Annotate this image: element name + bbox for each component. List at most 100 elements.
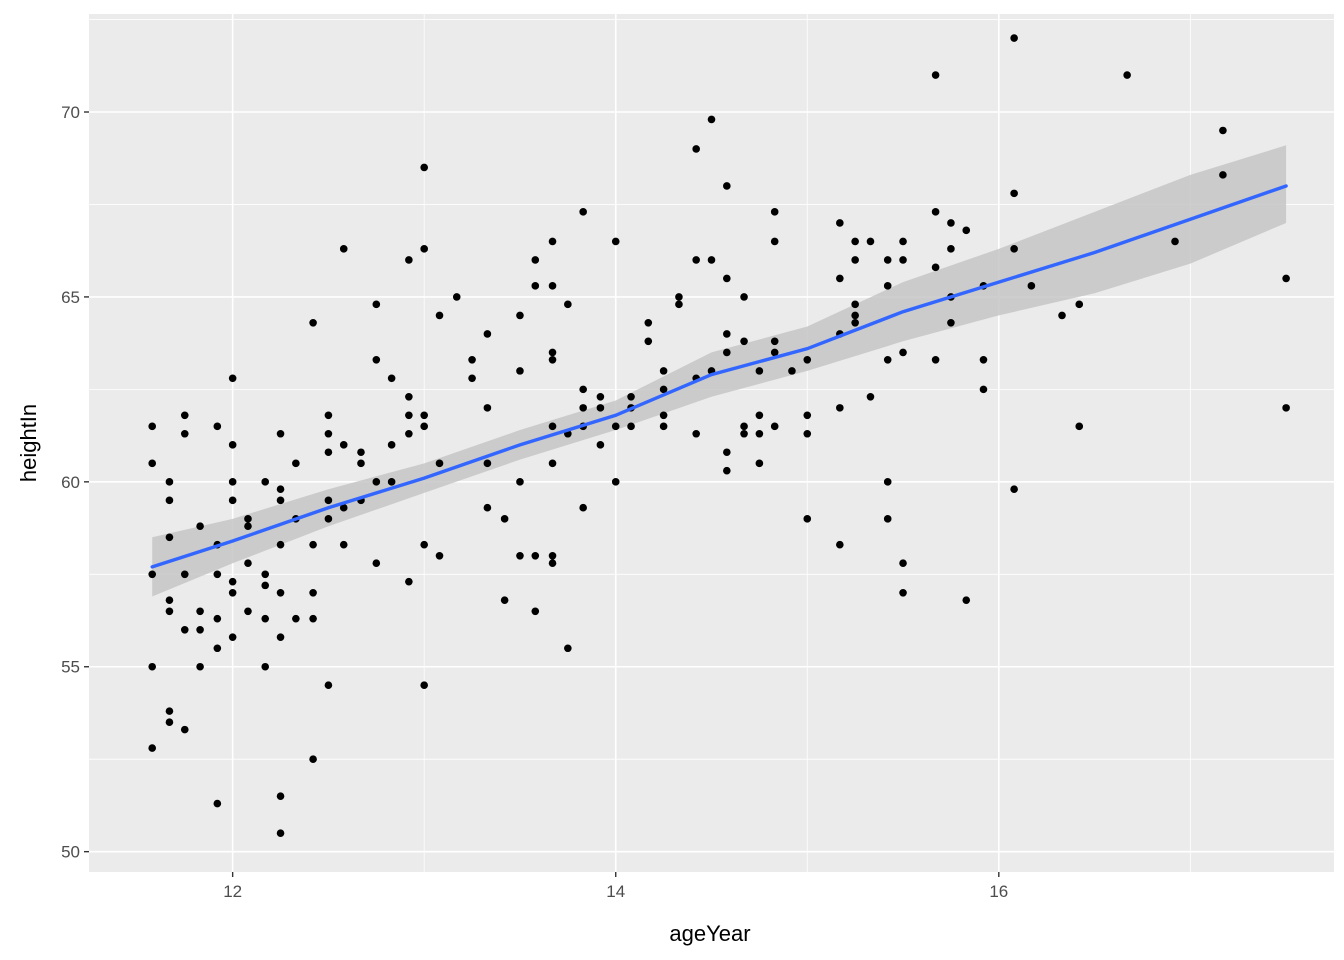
data-point — [755, 367, 764, 375]
data-point — [707, 256, 716, 264]
data-point — [947, 245, 955, 253]
data-point — [723, 330, 731, 338]
data-point — [803, 355, 812, 364]
data-point — [740, 422, 748, 431]
data-point — [947, 219, 955, 227]
data-point — [548, 237, 557, 246]
data-point — [324, 411, 333, 420]
data-point — [452, 293, 461, 301]
data-point — [165, 718, 174, 727]
data-point — [1282, 404, 1290, 412]
data-point — [468, 374, 476, 383]
data-point — [165, 707, 174, 715]
data-point — [309, 614, 317, 623]
data-point — [405, 256, 413, 264]
x-tick-label: 14 — [606, 882, 625, 901]
data-point — [979, 355, 988, 364]
data-point — [596, 441, 605, 449]
data-point — [213, 614, 222, 623]
data-point — [261, 614, 270, 623]
data-point — [516, 311, 524, 320]
data-point — [723, 274, 731, 283]
data-point — [244, 522, 252, 531]
data-point — [692, 256, 700, 264]
x-tick-label: 16 — [989, 882, 1008, 901]
data-point — [627, 392, 635, 401]
data-point — [435, 459, 444, 468]
data-point — [180, 570, 189, 579]
data-point — [148, 744, 157, 752]
data-point — [836, 274, 844, 283]
data-point — [483, 503, 492, 512]
data-point — [659, 385, 668, 394]
data-point — [420, 422, 428, 431]
data-point — [962, 226, 971, 235]
data-point — [196, 607, 204, 616]
data-point — [1171, 237, 1179, 246]
data-point — [755, 411, 764, 420]
data-point — [483, 404, 492, 412]
data-point — [213, 570, 222, 579]
data-point — [596, 392, 605, 401]
data-point — [548, 355, 557, 364]
data-point — [675, 293, 683, 301]
data-point — [899, 348, 907, 357]
data-point — [148, 570, 157, 579]
data-point — [516, 478, 524, 486]
data-point — [707, 115, 716, 124]
data-point — [788, 367, 796, 375]
data-point — [1010, 34, 1018, 42]
data-point — [180, 429, 189, 438]
data-point — [770, 337, 779, 346]
data-point — [420, 681, 428, 690]
data-point — [1075, 422, 1084, 431]
data-point — [611, 422, 620, 431]
data-point — [740, 293, 748, 301]
data-point — [372, 355, 381, 364]
y-tick-label: 60 — [61, 473, 80, 492]
data-point — [836, 404, 844, 412]
data-point — [740, 429, 748, 438]
data-point — [692, 145, 700, 153]
data-point — [531, 551, 540, 560]
data-point — [228, 374, 237, 383]
data-point — [276, 829, 285, 837]
data-point — [770, 208, 779, 216]
data-point — [1010, 485, 1018, 494]
data-point — [770, 422, 779, 431]
data-point — [899, 237, 907, 246]
data-point — [1010, 245, 1018, 253]
data-point — [339, 245, 348, 253]
data-point — [723, 466, 731, 475]
data-point — [596, 404, 605, 412]
data-point — [659, 367, 668, 375]
data-point — [468, 355, 476, 364]
y-tick-label: 70 — [61, 103, 80, 122]
data-point — [324, 429, 333, 438]
data-point — [435, 551, 444, 560]
data-point — [309, 755, 317, 764]
data-point — [165, 596, 174, 604]
scatter-points — [148, 34, 1290, 837]
data-point — [276, 485, 285, 494]
data-point — [659, 411, 668, 420]
data-point — [866, 392, 875, 401]
data-point — [292, 614, 300, 623]
data-point — [276, 496, 285, 505]
data-point — [309, 588, 317, 597]
data-point — [627, 422, 635, 431]
data-point — [276, 429, 285, 438]
data-point — [244, 515, 252, 523]
data-point — [564, 644, 572, 653]
y-tick-label: 50 — [61, 843, 80, 862]
data-point — [483, 459, 492, 468]
data-point — [770, 348, 779, 357]
y-tick-label: 55 — [61, 658, 80, 677]
data-point — [564, 300, 572, 309]
data-point — [148, 459, 157, 468]
data-point — [947, 319, 955, 327]
data-point — [435, 311, 444, 320]
data-point — [324, 448, 333, 457]
data-point — [531, 282, 540, 290]
fit-line-layer — [150, 184, 1288, 569]
